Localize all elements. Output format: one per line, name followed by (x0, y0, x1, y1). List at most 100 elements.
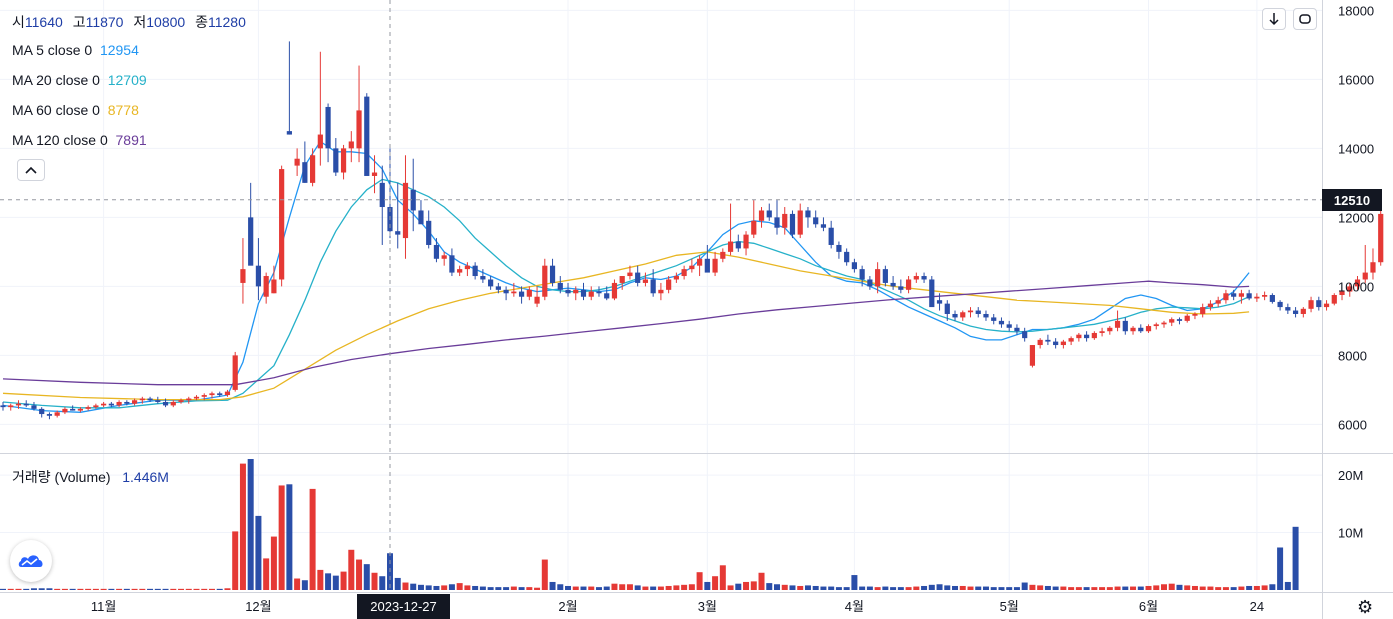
volume-bar (1246, 585, 1253, 590)
volume-bar (820, 586, 827, 590)
volume-bar (46, 588, 53, 590)
volume-bar (1207, 586, 1214, 590)
candle-body (557, 282, 563, 290)
volume-bar (100, 588, 107, 590)
volume-bar (828, 586, 835, 590)
candle-body (952, 313, 958, 318)
collapse-legend-button[interactable] (17, 159, 45, 181)
candle-body (1045, 339, 1051, 342)
volume-bar (1184, 585, 1191, 590)
candle-body (85, 407, 91, 409)
volume-legend[interactable]: 거래량 (Volume) 1.446M (12, 467, 169, 487)
volume-bar (696, 572, 703, 590)
candle-body (1378, 213, 1384, 263)
volume-bar (1021, 582, 1028, 590)
ma5-legend[interactable]: MA 5 close 0 12954 (12, 42, 139, 58)
volume-bar (1075, 587, 1082, 590)
volume-bar (479, 586, 486, 590)
candle-body (697, 258, 703, 266)
volume-bar (154, 588, 161, 590)
candle-body (255, 265, 262, 287)
price-tick-label: 14000 (1338, 141, 1374, 156)
candle-body (704, 258, 710, 273)
volume-bar (1044, 585, 1051, 590)
candle-body (580, 289, 587, 297)
volume-bar (890, 587, 897, 590)
candle-body (588, 291, 594, 297)
candle-body (162, 401, 169, 406)
volume-bar (719, 565, 726, 590)
candle-body (503, 289, 509, 294)
volume-bar (549, 581, 556, 590)
volume-bar (727, 585, 734, 590)
tradingview-logo[interactable] (10, 540, 52, 582)
volume-bar (1153, 585, 1160, 590)
reset-chart-button[interactable] (1293, 8, 1317, 30)
candle-body (905, 279, 912, 290)
volume-bar (936, 584, 943, 590)
volume-bar (952, 585, 959, 590)
volume-bar (650, 586, 657, 590)
volume-bar (859, 586, 866, 590)
volume-bar (270, 536, 277, 590)
volume-bar (224, 588, 231, 590)
volume-bar (851, 575, 858, 590)
volume-bar (441, 585, 448, 590)
volume-bar (967, 586, 974, 590)
candle-body (1099, 331, 1105, 333)
candle-body (1300, 308, 1306, 314)
ma120-legend[interactable]: MA 120 close 0 7891 (12, 132, 147, 148)
time-tick-label: 2월 (558, 599, 577, 614)
candle-body (1053, 341, 1059, 346)
download-button[interactable] (1262, 8, 1286, 30)
candle-body (813, 217, 819, 225)
candle-body (526, 289, 532, 297)
arrow-down-icon (1269, 13, 1279, 26)
volume-bar (781, 584, 788, 590)
volume-bar (959, 585, 966, 590)
candle-body (224, 391, 231, 396)
candle-body (488, 279, 494, 287)
ma60-legend[interactable]: MA 60 close 0 8778 (12, 102, 139, 118)
ma20-legend[interactable]: MA 20 close 0 12709 (12, 72, 147, 88)
candle-body (131, 400, 138, 404)
volume-bar (735, 583, 742, 590)
volume-bar (1230, 587, 1237, 590)
volume-bar (402, 582, 409, 590)
volume-bar (92, 588, 99, 590)
last-price-label: 12510 (1322, 189, 1382, 211)
settings-button[interactable]: ⚙ (1357, 597, 1373, 618)
candle-body (457, 269, 463, 273)
candle-body (62, 408, 68, 413)
volume-bar (1161, 584, 1167, 590)
candle-body (1331, 295, 1337, 304)
time-tick-label: 5월 (1000, 599, 1019, 614)
volume-bar (433, 585, 440, 590)
candle-body (310, 155, 316, 183)
candle-body (1014, 327, 1020, 332)
volume-bar (1052, 586, 1059, 590)
ma20-label: MA 20 close 0 (12, 72, 100, 88)
volume-bar (843, 587, 850, 590)
candle-body (209, 393, 215, 396)
time-tick-label: 4월 (845, 599, 864, 614)
candle-body (944, 303, 950, 314)
volume-bar (1122, 586, 1129, 590)
candle-body (844, 251, 850, 263)
candle-body (449, 255, 455, 273)
volume-bar (673, 585, 680, 590)
volume-bar (147, 588, 154, 590)
volume-label: 거래량 (Volume) (12, 469, 111, 485)
time-tick-label: 3월 (698, 599, 717, 614)
volume-bar (982, 586, 989, 590)
volume-bar (704, 581, 711, 590)
candle-body (1130, 327, 1136, 332)
candle-body (898, 286, 904, 290)
candle-body (673, 276, 679, 280)
volume-bar (750, 581, 757, 590)
volume-bar (208, 588, 215, 590)
volume-bars (0, 459, 1299, 590)
volume-bar (487, 587, 494, 590)
chevron-up-icon (25, 166, 37, 174)
